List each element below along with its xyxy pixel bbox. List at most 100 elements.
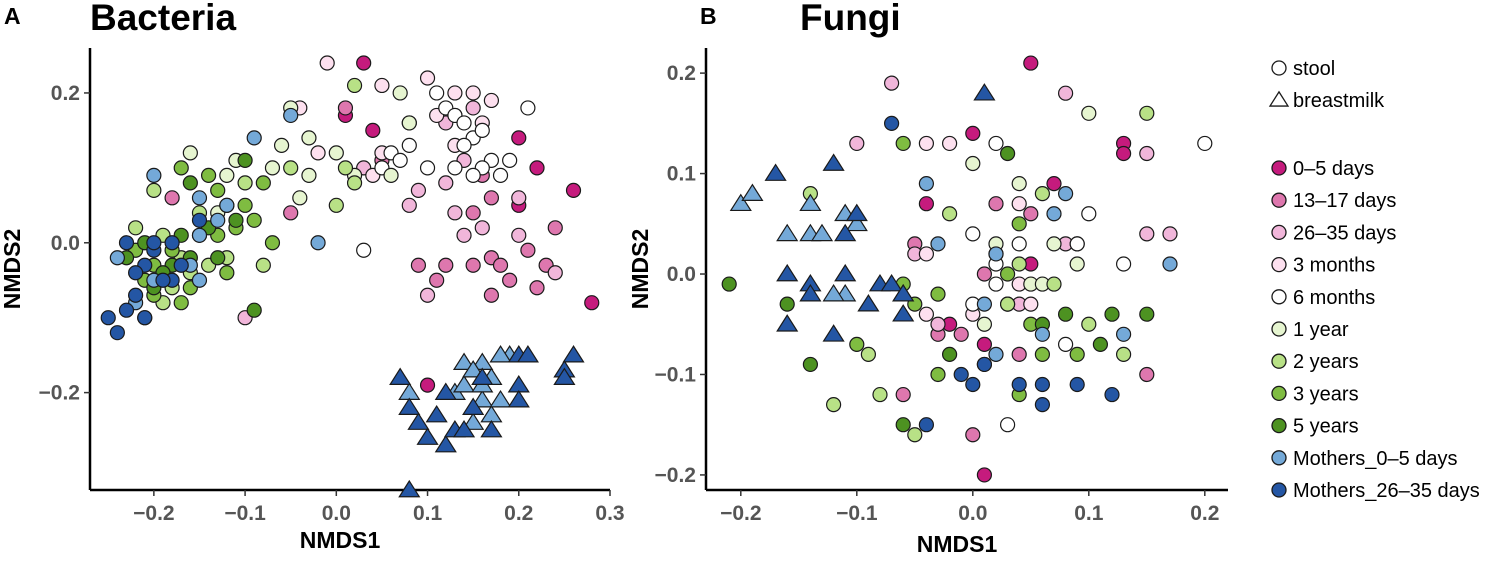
data-point-circle: [191, 272, 208, 288]
data-point-circle: [988, 276, 1004, 292]
data-point-circle: [456, 137, 472, 153]
data-point-circle: [118, 235, 135, 251]
data-point-circle: [447, 205, 463, 221]
data-point-triangle: [489, 345, 512, 363]
data-point-circle: [1011, 196, 1027, 212]
data-point-circle: [941, 206, 958, 222]
data-point-circle: [547, 220, 563, 236]
data-point-triangle: [452, 419, 476, 438]
data-point-triangle: [416, 427, 439, 445]
data-point-triangle: [462, 397, 485, 415]
data-point-circle: [520, 242, 536, 258]
data-point-circle: [988, 135, 1004, 152]
data-point-circle: [155, 272, 171, 288]
data-point-circle: [146, 182, 162, 198]
data-point-circle: [1023, 296, 1039, 312]
legend-shape-label: stool: [1293, 58, 1335, 80]
x-tick-label: 0.2: [504, 502, 533, 525]
data-point-circle: [465, 205, 481, 221]
data-point-circle: [802, 356, 819, 373]
data-point-triangle: [892, 283, 915, 302]
data-point-circle: [465, 257, 481, 273]
y-tick-label: 0.2: [667, 62, 696, 85]
x-tick-label: −0.2: [720, 502, 761, 525]
legend-group-label: 0–5 days: [1293, 158, 1374, 180]
data-point-circle: [965, 125, 981, 141]
y-tick-label: −0.2: [655, 464, 696, 487]
data-point-circle: [1011, 376, 1027, 393]
data-point-triangle: [799, 283, 822, 302]
data-point-circle: [246, 130, 262, 146]
fungi-title: Fungi: [800, 0, 901, 38]
data-point-circle: [356, 242, 372, 258]
data-point-circle: [976, 316, 993, 332]
data-point-triangle: [729, 193, 752, 212]
data-point-circle: [210, 250, 226, 266]
data-point-circle: [1011, 346, 1027, 362]
y-tick-label: 0.0: [51, 232, 80, 255]
bacteria-plot-area: −0.2 −0.1 0.0 0.1 0.2 0.3 −0.2 0.0 0.2 NMDS1 NMDS2: [0, 48, 625, 553]
data-point-circle: [883, 75, 900, 91]
data-point-circle: [999, 417, 1016, 433]
legend-group-label: 1 year: [1293, 319, 1349, 341]
data-point-circle: [1197, 135, 1213, 152]
data-point-circle: [565, 182, 582, 198]
data-point-circle: [301, 130, 317, 146]
data-point-circle: [1034, 397, 1051, 413]
data-point-circle: [1139, 306, 1155, 322]
legend-swatch: [1271, 160, 1287, 176]
data-point-triangle: [507, 389, 530, 408]
data-point-circle: [100, 310, 116, 326]
data-point-circle: [907, 427, 923, 443]
data-point-circle: [976, 467, 993, 483]
data-point-circle: [401, 197, 417, 213]
data-point-circle: [128, 265, 144, 281]
data-point-circle: [529, 160, 545, 176]
data-point-circle: [965, 226, 981, 242]
data-point-triangle: [834, 223, 857, 242]
x-tick-label: −0.1: [836, 502, 878, 525]
y-tick-label: 0.0: [667, 263, 696, 286]
data-point-circle: [999, 296, 1016, 312]
data-point-circle: [237, 175, 253, 191]
data-point-circle: [895, 417, 911, 433]
x-axis-title: NMDS1: [300, 527, 381, 553]
data-point-triangle: [562, 345, 585, 363]
data-point-circle: [392, 152, 408, 168]
data-point-triangle: [398, 479, 421, 498]
data-point-circle: [292, 190, 308, 206]
data-point-circle: [200, 167, 217, 183]
data-point-circle: [447, 85, 463, 101]
data-point-circle: [310, 235, 326, 251]
data-point-circle: [860, 346, 877, 362]
data-point-circle: [941, 135, 958, 152]
legend-group-label: 3 years: [1293, 383, 1359, 405]
data-point-circle: [483, 92, 500, 109]
data-point-circle: [976, 266, 993, 282]
data-point-triangle: [452, 352, 476, 370]
x-tick-label: −0.2: [133, 502, 174, 525]
data-point-circle: [1011, 236, 1027, 252]
legend-group-label: Mothers_26–35 days: [1293, 480, 1480, 502]
legend-group-label: 5 years: [1293, 416, 1359, 438]
data-point-circle: [273, 137, 290, 153]
data-point-circle: [310, 145, 326, 161]
data-point-circle: [246, 212, 262, 228]
data-point-circle: [849, 135, 865, 152]
data-point-circle: [918, 246, 935, 262]
data-point-circle: [173, 295, 189, 311]
y-tick-label: −0.2: [39, 382, 80, 405]
data-point-circle: [1139, 145, 1155, 162]
data-point-circle: [779, 296, 795, 312]
data-point-circle: [721, 276, 737, 292]
data-point-circle: [118, 302, 135, 318]
data-point-circle: [456, 227, 472, 243]
legend-swatch: [1271, 192, 1287, 208]
legend-swatch: [1271, 417, 1287, 434]
x-tick-label: −0.1: [224, 502, 266, 525]
data-point-circle: [410, 257, 427, 273]
data-point-circle: [465, 167, 481, 183]
bacteria-panel: A Bacteria −0.2 −0.1 0.0 0.1 0.2 0.3 −0.2 0.0 0.…: [0, 0, 625, 553]
data-point-circle: [419, 287, 436, 303]
data-point-triangle: [845, 213, 868, 232]
